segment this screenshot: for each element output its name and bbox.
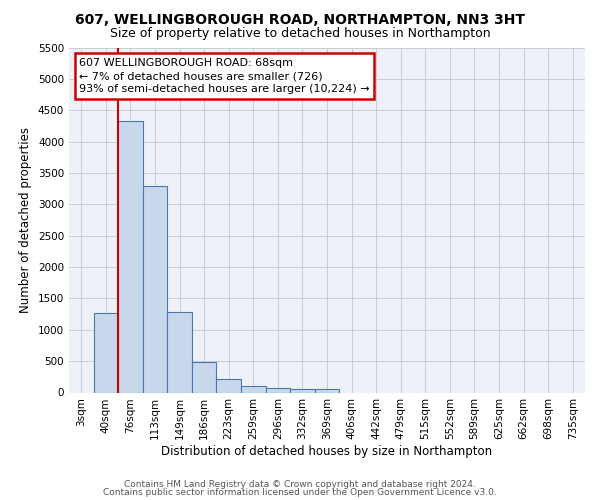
Y-axis label: Number of detached properties: Number of detached properties	[19, 127, 32, 313]
Bar	[167, 312, 192, 392]
Bar	[315, 388, 339, 392]
Bar	[94, 313, 118, 392]
Bar	[192, 362, 217, 392]
Bar	[241, 386, 266, 392]
Text: Size of property relative to detached houses in Northampton: Size of property relative to detached ho…	[110, 28, 490, 40]
Text: 607, WELLINGBOROUGH ROAD, NORTHAMPTON, NN3 3HT: 607, WELLINGBOROUGH ROAD, NORTHAMPTON, N…	[75, 12, 525, 26]
Bar	[266, 388, 290, 392]
X-axis label: Distribution of detached houses by size in Northampton: Distribution of detached houses by size …	[161, 445, 493, 458]
Text: Contains public sector information licensed under the Open Government Licence v3: Contains public sector information licen…	[103, 488, 497, 497]
Bar	[217, 378, 241, 392]
Bar	[118, 121, 143, 392]
Bar	[290, 388, 315, 392]
Text: Contains HM Land Registry data © Crown copyright and database right 2024.: Contains HM Land Registry data © Crown c…	[124, 480, 476, 489]
Text: 607 WELLINGBOROUGH ROAD: 68sqm
← 7% of detached houses are smaller (726)
93% of : 607 WELLINGBOROUGH ROAD: 68sqm ← 7% of d…	[79, 58, 370, 94]
Bar	[143, 186, 167, 392]
